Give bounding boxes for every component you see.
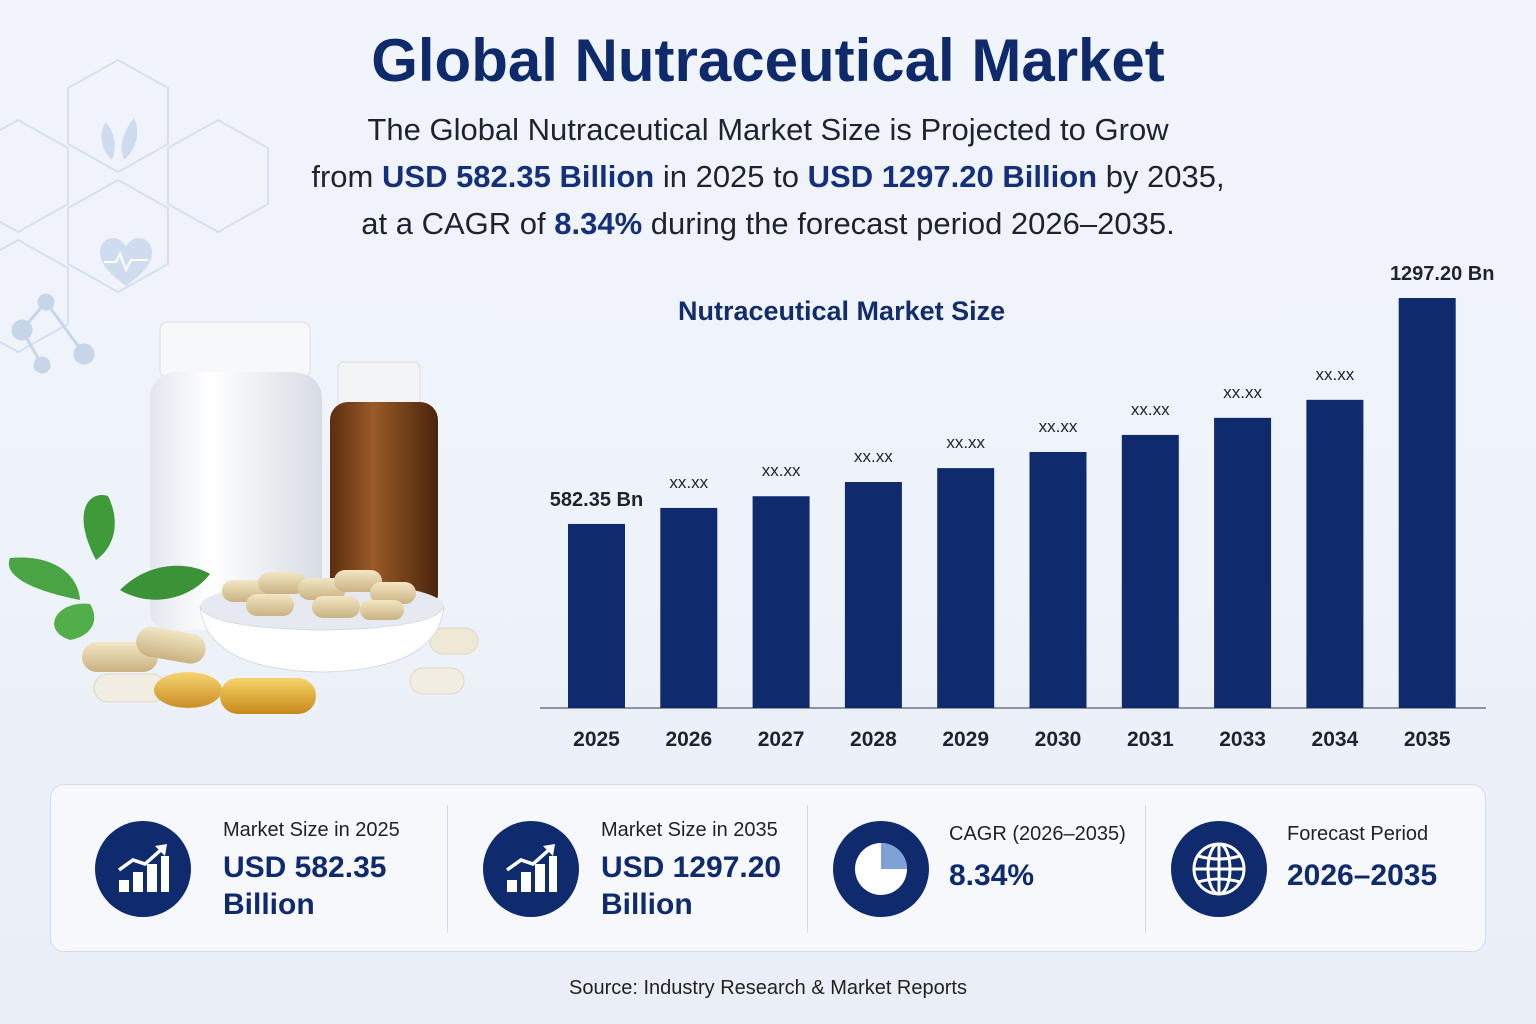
stat-market-size-2035: Market Size in 2035 USD 1297.20 Billion [483,785,813,953]
stat-value: USD 1297.20 Billion [601,851,782,921]
bar-2026 [660,507,718,708]
capsule-bowl [199,570,445,673]
white-bottle [150,321,322,630]
stat-cagr: CAGR (2026–2035) 8.34% [833,785,1143,953]
leaf-icon [101,118,138,160]
bar-2025 [568,523,625,708]
subtitle-line-1: The Global Nutraceutical Market Size is … [367,112,1169,147]
market-size-bar-chart: 582.35 Bn 2025 xx.xx 2026 xx.xx 2027 xx.xx 2028… [540,263,1495,751]
pie-chart-icon [833,821,929,917]
divider [1145,805,1146,933]
bar-growth-icon [483,821,579,917]
value-label-2031: xx.xx [1131,400,1170,419]
value-label-2035: 1297.20 Bn [1390,263,1495,285]
page-title: Global Nutraceutical Market [371,27,1165,94]
bar-2029 [937,468,995,708]
x-tick-2029: 2029 [942,728,989,751]
x-tick-2033: 2033 [1219,728,1266,751]
molecule-decoration [11,293,95,374]
stat-label: Forecast Period [1287,823,1429,845]
value-label-2029: xx.xx [946,433,985,452]
bar-growth-icon [95,821,191,917]
page-subtitle: The Global Nutraceutical Market Size is … [0,106,1536,247]
bar-2028 [844,482,902,708]
key-stats-panel: Market Size in 2025 USD 582.35 Billion M… [50,784,1486,952]
x-tick-2027: 2027 [758,728,805,751]
subtitle-line-2: from USD 582.35 Billion in 2025 to USD 1… [311,159,1225,194]
x-tick-2035: 2035 [1404,728,1451,751]
amber-bottle [330,361,438,612]
heart-icon [100,238,152,286]
subtitle-line-3: at a CAGR of 8.34% during the forecast p… [361,206,1175,241]
supplement-bottles-illustration [8,321,479,714]
divider [807,805,808,933]
loose-capsules [82,626,479,714]
value-label-2027: xx.xx [762,461,801,480]
x-tick-2026: 2026 [665,728,712,751]
stat-label: CAGR (2026–2035) [949,823,1126,845]
bar-2034 [1306,399,1364,708]
x-tick-2031: 2031 [1127,728,1174,751]
globe-icon [1171,821,1267,917]
mint-leaves [8,494,210,640]
x-tick-2028: 2028 [850,728,897,751]
hexagon-background-decoration [0,58,269,374]
chart-title: Nutraceutical Market Size [678,296,1006,326]
stat-label: Market Size in 2035 [601,819,778,841]
stat-value: 8.34% [949,859,1035,892]
x-tick-2034: 2034 [1312,728,1359,751]
highlight-2025-value: USD 582.35 Billion [382,159,655,194]
highlight-2035-value: USD 1297.20 Billion [807,159,1098,194]
value-label-2030: xx.xx [1039,417,1078,436]
x-tick-2030: 2030 [1035,728,1082,751]
stat-market-size-2025: Market Size in 2025 USD 582.35 Billion [95,785,445,953]
bar-2033 [1214,417,1272,708]
stat-forecast-period: Forecast Period 2026–2035 [1171,785,1471,953]
value-label-2028: xx.xx [854,447,893,466]
source-note: Source: Industry Research & Market Repor… [569,977,967,999]
stat-value: 2026–2035 [1287,859,1438,892]
bar-2030 [1029,451,1087,708]
stat-label: Market Size in 2025 [223,819,400,841]
value-label-2025: 582.35 Bn [550,489,643,511]
value-label-2034: xx.xx [1316,365,1355,384]
stat-value: USD 582.35 Billion [223,851,387,921]
value-label-2026: xx.xx [669,473,708,492]
x-tick-2025: 2025 [573,728,620,751]
divider [447,805,448,933]
bar-2031 [1121,434,1179,708]
bar-2035 [1398,298,1456,708]
bar-2027 [752,496,810,708]
highlight-cagr: 8.34% [554,206,643,241]
value-label-2033: xx.xx [1223,383,1262,402]
